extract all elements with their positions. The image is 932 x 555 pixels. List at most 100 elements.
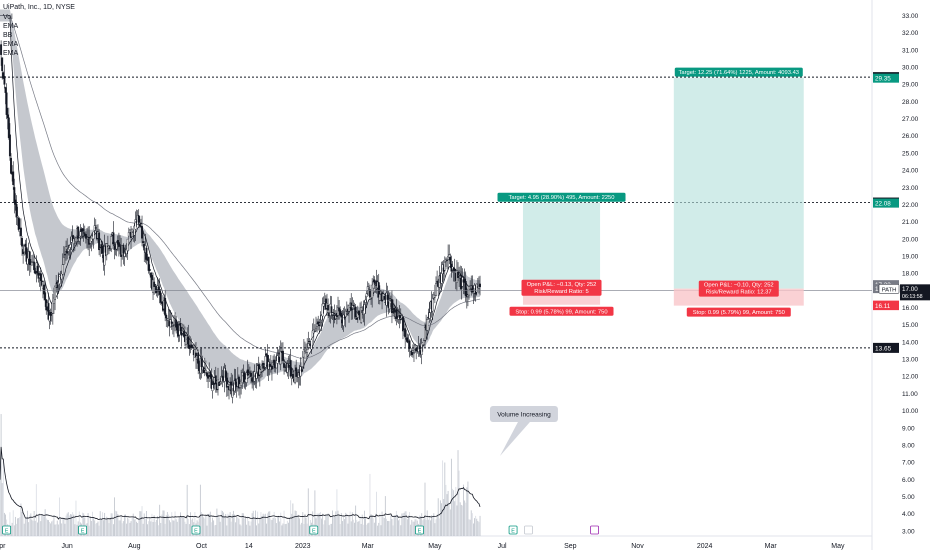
price-tick-label: 31.00 (902, 47, 919, 54)
earnings-marker[interactable] (309, 525, 319, 535)
legend-bb[interactable]: BB (3, 32, 13, 39)
candle-body (406, 337, 409, 343)
upcoming-event-marker[interactable] (590, 525, 599, 535)
candle-body (414, 344, 417, 350)
candle-body (39, 273, 42, 281)
candle-body (171, 325, 174, 327)
time-tick-label: May (428, 543, 442, 550)
candle-body (446, 259, 448, 261)
candle-body (13, 187, 16, 203)
candle-body (426, 319, 429, 331)
candle-body (399, 318, 402, 321)
candle-body (92, 231, 95, 240)
candle-body (19, 227, 22, 237)
candle-body (448, 254, 451, 258)
candle-body (422, 340, 425, 345)
price-tick-label: 13.00 (902, 357, 919, 364)
axis-price-label (873, 198, 899, 208)
annotation-callout[interactable]: Volume Increasing (489, 406, 558, 457)
time-tick-label: Jul (498, 543, 507, 550)
level-price-text: 13.65 (875, 345, 892, 352)
candle-body (103, 246, 106, 266)
candle-body (365, 293, 368, 297)
price-tick-label: 32.00 (902, 30, 919, 37)
legend-ema-2[interactable]: EMA (3, 41, 19, 48)
chart-legend[interactable]: UiPath, Inc., 1D, NYSE Vol EMA BB EMA EM… (3, 4, 75, 57)
callout-box[interactable] (489, 406, 558, 423)
position-profit-zone[interactable] (673, 77, 804, 289)
legend-ema-3[interactable]: EMA (3, 50, 19, 57)
candle-body (137, 215, 140, 223)
position-target-label: Target: 12.25 (71.64%) 1225, Amount: 409… (679, 70, 800, 76)
earnings-marker[interactable] (2, 525, 12, 535)
candle-body (449, 256, 452, 265)
candle-body (270, 366, 273, 370)
candle-body (110, 236, 113, 250)
legend-title[interactable]: UiPath, Inc., 1D, NYSE (3, 4, 75, 11)
candle-body (345, 311, 348, 314)
candle-body (420, 343, 423, 355)
position-profit-zone[interactable] (522, 202, 601, 288)
earnings-marker[interactable] (78, 525, 87, 535)
candle-body (391, 299, 393, 314)
candle-body (320, 315, 323, 321)
time-axis[interactable]: Apr Jun Aug Oct 14 2023 Mar May Jul Sep Nov 2024 Mar… (0, 543, 845, 550)
candle-body (330, 306, 333, 314)
candle-body (10, 157, 12, 174)
symbol-tag (878, 284, 900, 294)
candle-body (62, 257, 65, 265)
candle-body (220, 376, 223, 382)
candle-body (435, 283, 437, 296)
candle-body (452, 267, 455, 271)
candle-body (424, 327, 426, 341)
legend-vol[interactable]: Vol (3, 14, 13, 21)
earnings-marker[interactable] (415, 525, 424, 535)
candle-body (308, 340, 311, 342)
candle-body (0, 44, 3, 55)
candle-body (182, 331, 185, 337)
price-axis[interactable]: 33.00 32.00 31.00 30.00 29.00 28.00 27.00 26.00… (902, 13, 919, 535)
candle-body (173, 324, 175, 326)
candle-body (123, 253, 126, 257)
candle-body (23, 245, 26, 253)
candle-body (265, 353, 268, 356)
legend-ema-1[interactable]: EMA (3, 23, 19, 30)
candle-body (84, 234, 87, 239)
candle-body (139, 222, 142, 224)
candle-body (133, 225, 136, 236)
candle-body (240, 381, 243, 386)
candle-body (299, 366, 302, 377)
earnings-marker[interactable] (191, 525, 201, 535)
candle-body (64, 254, 66, 256)
candle-body (302, 349, 305, 358)
candle-body (289, 360, 292, 377)
time-tick-label: Oct (196, 543, 207, 550)
candle-body (60, 273, 63, 280)
candle-body (360, 307, 363, 323)
earnings-marker-text: E (194, 529, 198, 535)
candle-body (354, 306, 357, 318)
price-tick-label: 19.00 (902, 253, 919, 260)
long-positions[interactable]: Target: 4.95 (28.90%) 495, Amount: 2250 O… (497, 67, 804, 317)
candles (0, 40, 481, 404)
candle-body (195, 352, 197, 358)
price-tick-label: 14.00 (902, 339, 919, 346)
earnings-marker[interactable] (508, 525, 518, 535)
price-tick-label: 20.00 (902, 236, 919, 243)
candle-body (202, 367, 205, 373)
position-target-box (674, 67, 803, 77)
candle-body (443, 261, 446, 271)
candle-body (250, 372, 252, 377)
candle-body (101, 246, 104, 254)
time-tick-label: Aug (128, 543, 141, 550)
candle-body (388, 300, 391, 310)
upcoming-event-marker[interactable] (524, 525, 533, 535)
candle-body (291, 373, 294, 379)
candle-body (17, 217, 20, 230)
candle-body (408, 340, 411, 349)
candle-body (36, 265, 39, 274)
candle-body (167, 319, 170, 321)
candle-body (81, 228, 84, 232)
